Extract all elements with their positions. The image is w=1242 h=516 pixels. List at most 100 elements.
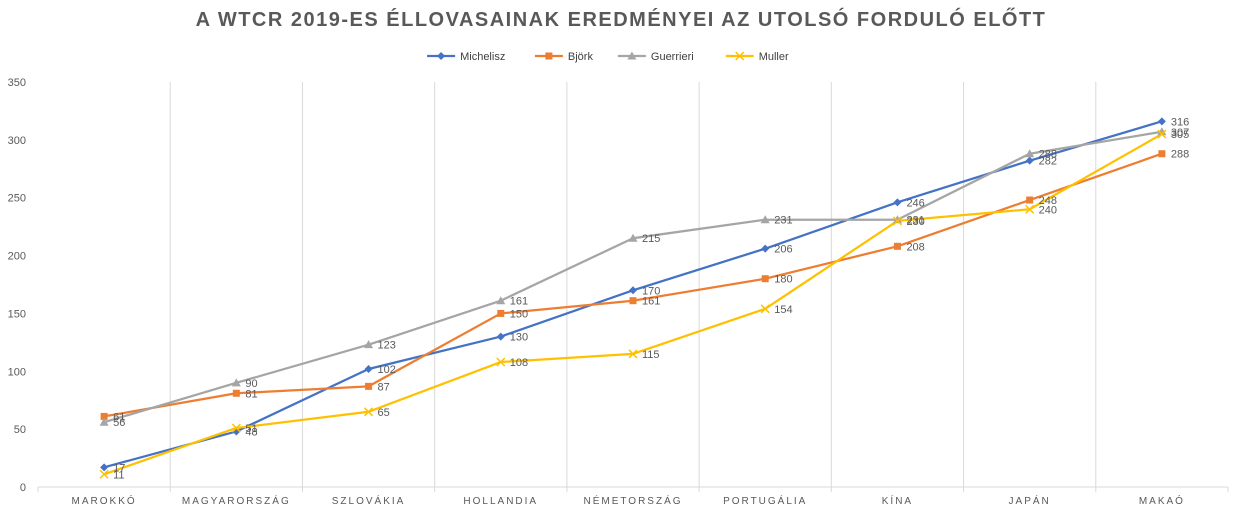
y-tick-label: 150 <box>8 308 26 320</box>
data-label: 282 <box>1039 156 1057 168</box>
data-point <box>232 389 240 397</box>
data-label: 130 <box>510 332 528 344</box>
legend-label: Björk <box>568 51 594 63</box>
data-point <box>761 275 769 283</box>
data-point <box>893 198 902 207</box>
data-point <box>365 382 373 390</box>
data-label: 51 <box>245 423 257 435</box>
data-point <box>545 52 553 60</box>
data-label: 230 <box>906 216 924 228</box>
data-point <box>231 378 241 387</box>
data-point <box>1157 117 1166 126</box>
data-point <box>629 286 637 295</box>
data-label: 215 <box>642 233 660 245</box>
x-tick-label: JAPÁN <box>1009 494 1051 507</box>
data-label: 161 <box>642 296 660 308</box>
data-label: 231 <box>774 215 792 227</box>
data-label: 87 <box>378 381 390 393</box>
y-tick-label: 0 <box>20 482 26 494</box>
data-label: 61 <box>113 411 125 423</box>
data-point <box>364 407 374 417</box>
y-tick-label: 50 <box>14 424 26 436</box>
legend-label: Muller <box>759 51 789 63</box>
data-label: 56 <box>113 417 125 429</box>
data-label: 48 <box>245 426 257 438</box>
data-label: 108 <box>510 357 528 369</box>
data-point <box>364 340 374 349</box>
series-line <box>103 152 1163 418</box>
legend-label: Michelisz <box>460 51 505 63</box>
series-line <box>103 130 1163 424</box>
data-label: 115 <box>642 349 660 361</box>
data-point <box>496 332 505 341</box>
data-label: 123 <box>378 340 396 352</box>
y-tick-label: 300 <box>8 135 26 147</box>
data-label: 161 <box>510 296 528 308</box>
y-tick-label: 350 <box>8 77 26 89</box>
chart-title: A WTCR 2019-ES ÉLLOVASAINAK EREDMÉNYEI A… <box>195 9 1047 31</box>
data-label: 246 <box>906 197 924 209</box>
data-point <box>100 463 109 472</box>
legend-label: Guerrieri <box>651 51 694 63</box>
data-point <box>1158 150 1166 158</box>
data-label: 316 <box>1171 116 1189 128</box>
data-point <box>735 51 745 61</box>
data-point <box>628 233 638 242</box>
data-point <box>364 364 373 373</box>
data-point <box>496 357 506 367</box>
data-point <box>437 52 446 60</box>
data-point <box>760 215 770 224</box>
data-label: 206 <box>774 244 792 256</box>
data-label: 170 <box>642 285 660 297</box>
data-point <box>629 297 637 305</box>
x-tick-label: HOLLANDIA <box>463 496 538 507</box>
x-tick-label: MAKAÓ <box>1139 494 1185 507</box>
data-point <box>1025 149 1035 158</box>
data-label: 17 <box>113 462 125 474</box>
data-point <box>628 349 638 359</box>
data-label: 11 <box>113 469 124 481</box>
y-tick-label: 100 <box>8 366 26 378</box>
x-tick-label: PORTUGÁLIA <box>723 494 807 507</box>
data-label: 208 <box>906 241 924 253</box>
y-tick-label: 200 <box>8 251 26 263</box>
data-label: 81 <box>245 388 257 400</box>
x-tick-label: NÉMETORSZÁG <box>583 494 682 507</box>
data-point <box>497 309 505 317</box>
data-point <box>892 215 902 224</box>
data-label: 65 <box>378 407 390 419</box>
x-tick-label: KÍNA <box>882 494 913 507</box>
data-point <box>1026 196 1034 204</box>
data-point <box>761 244 770 253</box>
data-point <box>893 242 901 250</box>
data-point <box>99 417 109 426</box>
data-point <box>231 423 241 433</box>
data-label: 288 <box>1171 149 1189 161</box>
data-label: 150 <box>510 308 528 320</box>
data-point <box>496 296 506 305</box>
x-tick-label: SZLOVÁKIA <box>332 494 406 507</box>
data-label: 180 <box>774 274 792 286</box>
series-line <box>103 120 1163 469</box>
data-point <box>1025 204 1035 214</box>
data-point <box>892 216 902 226</box>
data-label: 248 <box>1039 195 1057 207</box>
x-tick-label: MAROKKÓ <box>72 494 137 507</box>
data-label: 307 <box>1171 127 1189 139</box>
data-point <box>99 469 109 479</box>
data-point <box>627 51 637 60</box>
data-label: 288 <box>1039 149 1057 161</box>
data-label: 154 <box>774 304 792 316</box>
y-tick-label: 250 <box>8 193 26 205</box>
data-point <box>1157 129 1167 139</box>
data-point <box>100 412 108 420</box>
data-label: 231 <box>906 215 924 227</box>
data-point <box>1025 156 1034 165</box>
data-label: 305 <box>1171 129 1189 141</box>
data-point <box>1157 127 1167 136</box>
x-tick-label: MAGYARORSZÁG <box>182 494 291 507</box>
data-label: 240 <box>1039 204 1057 216</box>
data-point <box>760 304 770 314</box>
data-label: 90 <box>245 378 257 390</box>
